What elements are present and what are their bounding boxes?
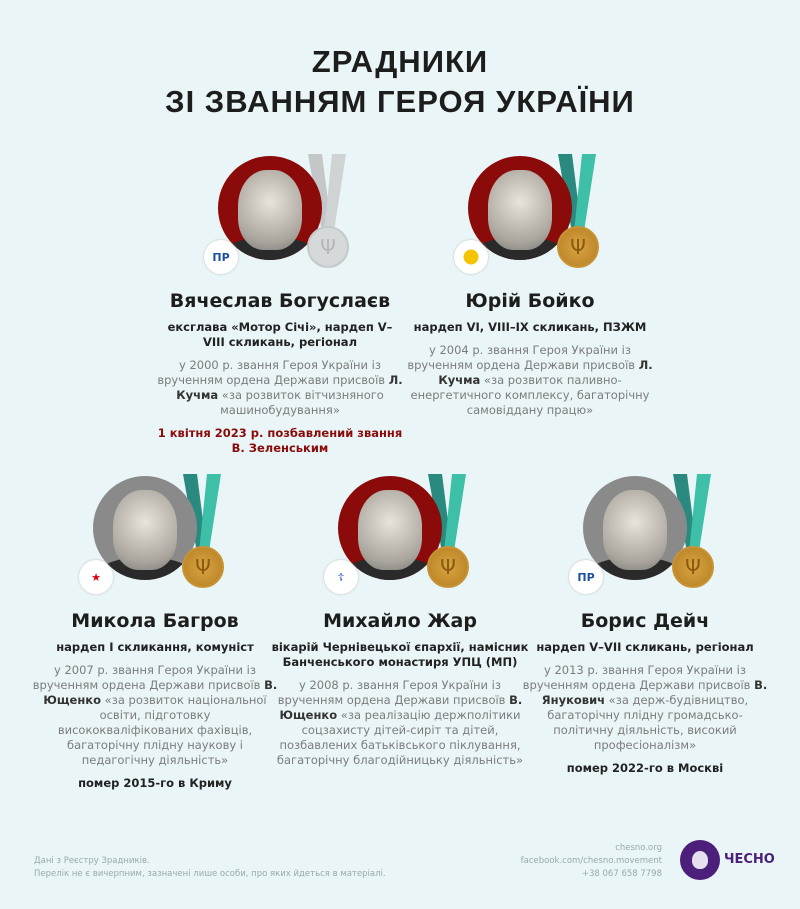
chesno-logo-text: ЧЕСНО	[724, 852, 775, 867]
award-description: у 2013 р. звання Героя України із вручен…	[522, 663, 768, 752]
opzzh-sunflower-logo	[454, 240, 488, 274]
award-description: у 2007 р. звання Героя України із вручен…	[32, 663, 278, 767]
red-star-icon: ★	[79, 560, 113, 594]
person-card: Ψ ПР Борис Дейч нардеп V–VII скликань, р…	[515, 470, 775, 776]
portrait-area: Ψ	[400, 150, 660, 280]
portrait-photo	[218, 156, 322, 260]
person-card: Ψ ★ Микола Багров нардеп I скликання, ко…	[25, 470, 285, 791]
footer-contacts: chesno.org facebook.com/chesno.movement …	[521, 842, 662, 881]
portrait-area: Ψ ПР	[150, 150, 410, 280]
person-role: нардеп I скликання, комуніст	[56, 640, 254, 654]
party-of-regions-logo: ПР	[569, 560, 603, 594]
party-of-regions-logo: ПР	[204, 240, 238, 274]
hero-medal-trident-icon: Ψ	[557, 226, 599, 268]
person-role: нардеп VI, VIII–IX скликань, ПЗЖМ	[413, 320, 647, 334]
awarded-by: Л. Кучма	[176, 373, 403, 402]
person-note: помер 2015-го в Криму	[78, 776, 232, 790]
award-description: у 2004 р. звання Героя України із вручен…	[407, 343, 653, 417]
portrait-area: Ψ ★	[25, 470, 285, 600]
church-icon: ☦	[324, 560, 358, 594]
portrait-photo	[338, 476, 442, 580]
awarded-by: В. Ющенко	[279, 693, 523, 722]
awarded-by: Л. Кучма	[438, 358, 653, 387]
person-name: Юрій Бойко	[465, 290, 595, 312]
person-card: Ψ ☦ Михайло Жар вікарій Чернівецької єпа…	[270, 470, 530, 768]
person-role: ексглава «Мотор Січі», нардеп V–VIII скл…	[167, 320, 393, 349]
award-description: у 2000 р. звання Героя України із вручен…	[157, 358, 403, 417]
portrait-photo	[583, 476, 687, 580]
person-card: Ψ ПР Вячеслав Богуслаєв ексглава «Мотор …	[150, 150, 410, 456]
award-description: у 2008 р. звання Героя України із вручен…	[276, 678, 524, 767]
hero-medal-trident-icon: Ψ	[672, 546, 714, 588]
portrait-area: Ψ ПР	[515, 470, 775, 600]
portrait-photo	[468, 156, 572, 260]
person-name: Борис Дейч	[580, 610, 710, 632]
hero-medal-trident-icon: Ψ	[427, 546, 469, 588]
site-link[interactable]: chesno.org	[615, 843, 662, 853]
hero-medal-trident-icon: Ψ	[182, 546, 224, 588]
portrait-area: Ψ ☦	[270, 470, 530, 600]
person-role: нардеп V–VII скликань, регіонал	[536, 640, 754, 654]
hero-medal-trident-icon: Ψ	[307, 226, 349, 268]
person-note: помер 2022-го в Москві	[566, 761, 724, 775]
chesno-garlic-logo-icon	[680, 840, 720, 880]
awarded-by: В. Ющенко	[43, 678, 278, 707]
person-name: Микола Багров	[71, 610, 239, 632]
person-role: вікарій Чернівецької єпархії, намісник Б…	[271, 640, 529, 669]
page-title: ZРАДНИКИ ЗІ ЗВАННЯМ ГЕРОЯ УКРАЇНИ	[165, 44, 635, 119]
person-card: Ψ Юрій Бойко нардеп VI, VIII–IX скликань…	[400, 150, 660, 418]
footer-notes: Дані з Реєстру Зрадників. Перелік не є в…	[34, 856, 386, 879]
facebook-link[interactable]: facebook.com/chesno.movement	[520, 856, 662, 866]
person-name: Михайло Жар	[323, 610, 477, 632]
phone: +38 067 658 7798	[581, 869, 662, 879]
awarded-by: В. Янукович	[541, 678, 768, 707]
person-note: 1 квітня 2023 р. позбавлений звання В. З…	[157, 426, 403, 455]
person-name: Вячеслав Богуслаєв	[169, 290, 391, 312]
portrait-photo	[93, 476, 197, 580]
